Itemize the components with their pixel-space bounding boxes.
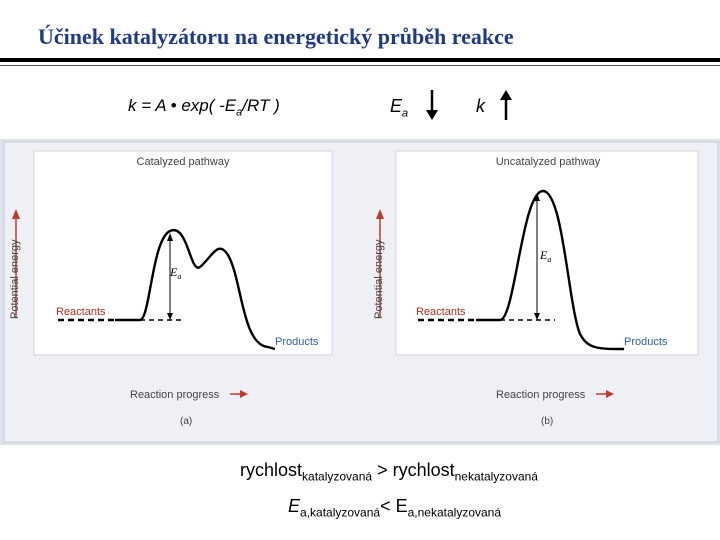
- energy-diagram-figure: Catalyzed pathway Potential energy Ea Re…: [0, 139, 720, 445]
- panel-b-title: Uncatalyzed pathway: [496, 156, 601, 168]
- rate-comparison-sub2: nekatalyzovaná: [454, 469, 538, 484]
- panel-a-energy-curve: [115, 229, 276, 351]
- ea-comparison-sub2: a,nekatalyzovaná: [407, 505, 502, 520]
- k-symbol: k: [476, 96, 485, 116]
- rate-comparison-op: > rychlost: [372, 460, 455, 480]
- rate-comparison-sub: katalyzovaná: [302, 469, 373, 484]
- panel-a-title: Catalyzed pathway: [137, 156, 230, 168]
- ea-symbol-main: E: [390, 96, 403, 116]
- panel-a-ylabel: Potential energy: [9, 239, 21, 319]
- ea-comparison-sub: a,katalyzovaná: [300, 505, 381, 520]
- panel-b-ylabel: Potential energy: [373, 239, 385, 319]
- ea-comparison-op: < E: [380, 496, 408, 516]
- arrow-right-icon: [606, 390, 614, 398]
- rate-equation: k = A • exp( -Ea/RT ): [128, 96, 280, 118]
- panel-b-energy-curve: [476, 189, 625, 351]
- title-divider-thick: [0, 58, 720, 62]
- arrow-up-icon: [500, 90, 512, 120]
- arrow-up-icon: [12, 209, 20, 219]
- panel-b-reactants-label: Reactants: [416, 306, 466, 318]
- slide-title: Účinek katalyzátoru na energetický průbě…: [38, 24, 514, 49]
- arrow-right-icon: [240, 390, 248, 398]
- arrow-up-icon: [376, 209, 384, 219]
- rate-comparison: rychlostkatalyzovaná > rychlostnekatalyz…: [240, 460, 538, 484]
- panel-a: Catalyzed pathway Potential energy Ea Re…: [9, 150, 333, 427]
- panel-a-caption: (a): [180, 416, 192, 427]
- ea-comparison: Ea,katalyzovaná< Ea,nekatalyzovaná: [288, 496, 501, 520]
- panel-b-xlabel: Reaction progress: [496, 389, 586, 401]
- panel-a-products-label: Products: [275, 336, 319, 348]
- arrow-down-icon: [426, 90, 438, 120]
- rate-equation-sub: a: [236, 106, 243, 119]
- panel-a-reactants-label: Reactants: [56, 306, 106, 318]
- ea-symbol-sub: a: [402, 107, 409, 120]
- ea-comparison-main: E: [288, 496, 301, 516]
- rate-equation-tail: /RT ): [242, 96, 280, 115]
- panel-b-products-label: Products: [624, 336, 668, 348]
- panel-b-ea-label: Ea: [539, 248, 551, 264]
- panel-a-xlabel: Reaction progress: [130, 389, 220, 401]
- title-divider-thin: [0, 65, 720, 66]
- panel-b: Uncatalyzed pathway Potential energy Ea …: [373, 150, 699, 427]
- ea-symbol: Ea: [390, 96, 408, 120]
- panel-a-ea-label: Ea: [169, 265, 181, 281]
- rate-equation-main: k = A • exp( -E: [128, 96, 237, 115]
- panel-b-caption: (b): [541, 416, 553, 427]
- rate-comparison-main: rychlost: [240, 460, 303, 480]
